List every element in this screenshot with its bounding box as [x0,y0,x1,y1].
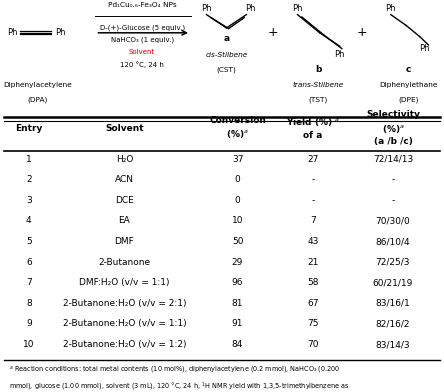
Text: 83/16/1: 83/16/1 [376,299,410,308]
Text: 5: 5 [26,237,32,246]
Text: Yield (%) $^a$
of a: Yield (%) $^a$ of a [286,116,340,140]
Text: 9: 9 [26,319,32,328]
Text: Ph: Ph [56,28,66,37]
Text: 0: 0 [235,175,240,184]
Text: 2-Butanone:H₂O (v/v = 1:1): 2-Butanone:H₂O (v/v = 1:1) [63,319,186,328]
Text: 37: 37 [232,155,243,163]
Text: 4: 4 [26,216,32,225]
Text: +: + [357,26,367,39]
Text: (DPA): (DPA) [28,96,48,103]
Text: 81: 81 [232,299,243,308]
Text: 50: 50 [232,237,243,246]
Text: 67: 67 [307,299,319,308]
Text: +: + [268,26,278,39]
Text: Solvent: Solvent [129,49,155,55]
Text: 1: 1 [26,155,32,163]
Text: 0: 0 [235,196,240,205]
Text: Selectivity
(%)$^a$
(a /b /c): Selectivity (%)$^a$ (a /b /c) [366,110,420,146]
Text: -: - [311,196,315,205]
Text: cis-Stilbene: cis-Stilbene [205,52,248,58]
Text: Diphenylethane: Diphenylethane [379,82,438,88]
Text: c: c [406,65,411,74]
Text: 7: 7 [26,278,32,287]
Text: 96: 96 [232,278,243,287]
Text: 29: 29 [232,258,243,267]
Text: 120 °C, 24 h: 120 °C, 24 h [120,61,164,68]
Text: D-(+)-Glucose (5 equiv.): D-(+)-Glucose (5 equiv.) [99,25,185,31]
Text: (TST): (TST) [309,96,328,103]
Text: 2-Butanone:H₂O (v/v = 1:2): 2-Butanone:H₂O (v/v = 1:2) [63,340,186,349]
Text: Ph: Ph [292,4,303,13]
Text: Ph: Ph [246,4,256,13]
Text: DMF:H₂O (v/v = 1:1): DMF:H₂O (v/v = 1:1) [79,278,170,287]
Text: Ph: Ph [201,4,212,13]
Text: 3: 3 [26,196,32,205]
Text: 72/25/3: 72/25/3 [376,258,410,267]
Text: -: - [391,196,395,205]
Text: 8: 8 [26,299,32,308]
Text: 21: 21 [307,258,319,267]
Text: 7: 7 [310,216,316,225]
Text: H₂O: H₂O [115,155,133,163]
Text: 70: 70 [307,340,319,349]
Text: 60/21/19: 60/21/19 [373,278,413,287]
Text: DCE: DCE [115,196,134,205]
Text: ACN: ACN [115,175,134,184]
Text: 91: 91 [232,319,243,328]
Text: DMF: DMF [115,237,134,246]
Text: Diphenylacetylene: Diphenylacetylene [4,82,72,88]
Text: trans-Stilbene: trans-Stilbene [293,82,344,88]
Text: 10: 10 [232,216,243,225]
Text: a: a [223,34,230,44]
Text: Entry: Entry [15,123,43,132]
Text: EA: EA [119,216,130,225]
Text: Ph: Ph [419,44,429,53]
Text: 43: 43 [307,237,319,246]
Text: 27: 27 [307,155,319,163]
Text: 6: 6 [26,258,32,267]
Text: 86/10/4: 86/10/4 [376,237,410,246]
Text: Pd₁Cu₀.₆-Fe₃O₄ NPs: Pd₁Cu₀.₆-Fe₃O₄ NPs [108,2,176,8]
Text: 58: 58 [307,278,319,287]
Text: Ph: Ph [7,28,18,37]
Text: Ph: Ph [385,4,396,13]
Text: NaHCO₃ (1 equiv.): NaHCO₃ (1 equiv.) [111,37,174,44]
Text: Solvent: Solvent [105,123,143,132]
Text: 72/14/13: 72/14/13 [373,155,413,163]
Text: 2-Butanone: 2-Butanone [98,258,151,267]
Text: 75: 75 [307,319,319,328]
Text: -: - [391,175,395,184]
Text: -: - [311,175,315,184]
Text: 2-Butanone:H₂O (v/v = 2:1): 2-Butanone:H₂O (v/v = 2:1) [63,299,186,308]
Text: 84: 84 [232,340,243,349]
Text: (DPE): (DPE) [398,96,419,103]
Text: Ph: Ph [334,50,345,59]
Text: Conversion
(%)$^a$: Conversion (%)$^a$ [209,116,266,140]
Text: $^a$ Reaction conditions: total metal contents (10 mol%), diphenylacetylene (0.2: $^a$ Reaction conditions: total metal co… [9,365,349,392]
Text: 82/16/2: 82/16/2 [376,319,410,328]
Text: (CST): (CST) [217,66,236,73]
Text: 10: 10 [23,340,35,349]
Text: 83/14/3: 83/14/3 [376,340,410,349]
Text: 2: 2 [26,175,32,184]
Text: b: b [315,65,321,74]
Text: 70/30/0: 70/30/0 [376,216,410,225]
